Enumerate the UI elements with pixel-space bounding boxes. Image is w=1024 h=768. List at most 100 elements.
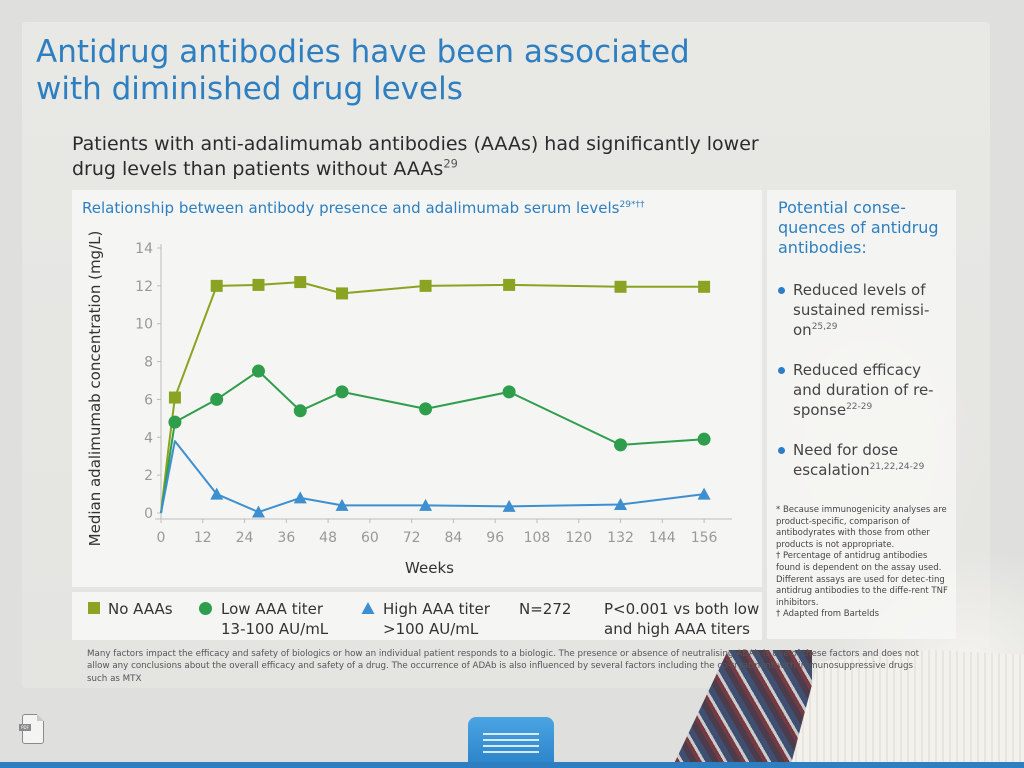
- consequence-text: Reduced efficacy and duration of re-spon…: [793, 361, 934, 419]
- consequences-title: Potential conse-quences of antidrug anti…: [778, 198, 939, 257]
- consequences-panel: Potential conse-quences of antidrug anti…: [767, 190, 956, 639]
- x-tick-label: 12: [194, 530, 212, 546]
- slide-subtitle: Patients with anti-adalimumab antibodies…: [72, 132, 772, 182]
- y-axis-label: Median adalimumab concentration (mg/L): [86, 231, 104, 547]
- x-tick-label: 0: [157, 530, 166, 546]
- data-point-triangle: [335, 498, 349, 511]
- legend-label-high-line1: High AAA titer: [383, 600, 490, 618]
- data-point-square: [336, 287, 349, 300]
- legend-item-high-titer: High AAA titer >100 AU/mL: [361, 599, 490, 639]
- data-point-triangle: [502, 499, 516, 512]
- data-point-circle: [168, 415, 182, 429]
- data-point-circle: [614, 438, 628, 452]
- data-point-triangle: [419, 498, 433, 511]
- data-point-circle: [210, 392, 224, 406]
- legend-label-low-line2: 13-100 AU/mL: [221, 620, 329, 638]
- data-point-circle: [251, 364, 265, 378]
- page-fold: [37, 714, 44, 721]
- data-point-circle: [335, 385, 349, 399]
- background-photo-knit: [790, 650, 1024, 768]
- series-line: [160, 281, 705, 514]
- menu-button[interactable]: [468, 717, 554, 768]
- legend-p-value-line2: and high AAA titers: [604, 620, 750, 638]
- data-point-square: [168, 391, 181, 404]
- consequence-reference: 25,29: [811, 322, 838, 332]
- y-tick-label: 8: [144, 355, 153, 371]
- menu-line: [483, 751, 539, 753]
- x-tick-label: 24: [236, 530, 254, 546]
- data-point-circle: [419, 402, 433, 416]
- footnote: † Adapted from Bartelds: [776, 609, 880, 620]
- x-tick-label: 96: [486, 530, 504, 546]
- triangle-marker-icon: [361, 602, 375, 614]
- chart-title-reference: 29*††: [619, 200, 645, 210]
- menu-line: [483, 739, 539, 741]
- pdf-tag: PDF: [19, 724, 31, 731]
- chart-title-text: Relationship between antibody presence a…: [82, 199, 620, 217]
- data-point-triangle: [251, 505, 265, 518]
- menu-line: [483, 745, 539, 747]
- x-tick-label: 120: [565, 530, 592, 546]
- data-point-triangle: [697, 487, 711, 500]
- disclaimer-text: Many factors impact the efficacy and saf…: [87, 649, 920, 684]
- footnotes: * Because immunogenicity analyses are pr…: [776, 505, 948, 621]
- x-tick-label: 132: [607, 530, 634, 546]
- consequence-reference: 22-29: [846, 402, 873, 412]
- legend-p-value: P<0.001 vs both low and high AAA titers: [604, 599, 759, 639]
- subtitle-reference: 29: [443, 156, 458, 171]
- data-point-triangle: [614, 497, 628, 510]
- chart-panel: Relationship between antibody presence a…: [72, 190, 762, 587]
- consequence-reference: 21,22,24-29: [869, 462, 925, 472]
- data-point-square: [419, 279, 432, 292]
- bullet-icon: [778, 287, 785, 294]
- x-tick-label: 36: [277, 530, 295, 546]
- data-point-triangle: [210, 487, 224, 500]
- legend-p-value-line1: P<0.001 vs both low: [604, 600, 760, 618]
- legend-item-no-aaas: No AAAs: [88, 599, 173, 619]
- legend-item-low-titer: Low AAA titer 13-100 AU/mL: [199, 599, 328, 639]
- consequence-text: Need for dose escalation: [793, 441, 899, 479]
- menu-line: [483, 733, 539, 735]
- data-point-circle: [502, 385, 516, 399]
- consequence-text: Reduced levels of sustained remissi-on: [793, 281, 930, 339]
- data-point-square: [294, 276, 307, 289]
- legend-label-low-line1: Low AAA titer: [221, 600, 324, 618]
- legend-sample-size: N=272: [519, 600, 572, 618]
- x-tick-label: 156: [691, 530, 718, 546]
- chart-legend: No AAAs Low AAA titer 13-100 AU/mL High …: [72, 592, 762, 640]
- data-point-square: [503, 278, 516, 291]
- pdf-document-icon[interactable]: PDF: [19, 714, 44, 744]
- x-tick-label: 60: [361, 530, 379, 546]
- series-line: [160, 370, 705, 514]
- data-point-circle: [697, 432, 711, 446]
- data-point-square: [210, 279, 223, 292]
- consequence-item: Need for dose escalation21,22,24-29: [778, 440, 948, 480]
- x-tick-label: 84: [445, 530, 463, 546]
- bullet-icon: [778, 367, 785, 374]
- y-tick-label: 2: [144, 468, 153, 484]
- consequence-item: Reduced levels of sustained remissi-on25…: [778, 280, 948, 340]
- legend-label-no-aaas: No AAAs: [108, 600, 173, 618]
- data-point-square: [252, 278, 265, 291]
- data-point-square: [698, 280, 711, 293]
- y-tick-label: 10: [135, 317, 153, 333]
- legend-label-high-line2: >100 AU/mL: [383, 620, 479, 638]
- data-point-square: [614, 280, 627, 293]
- bullet-icon: [778, 447, 785, 454]
- bottom-bar: [0, 762, 1024, 768]
- y-tick-label: 6: [144, 392, 153, 408]
- x-tick-label: 144: [649, 530, 676, 546]
- y-tick-label: 0: [144, 506, 153, 522]
- subtitle-text: Patients with anti-adalimumab antibodies…: [72, 133, 759, 180]
- x-axis-label: Weeks: [405, 559, 454, 577]
- footnote: * Because immunogenicity analyses are pr…: [776, 505, 947, 550]
- slide-title: Antidrug antibodies have been associated…: [36, 34, 690, 107]
- x-tick-label: 108: [524, 530, 551, 546]
- y-tick-label: 4: [144, 430, 153, 446]
- series-line: [160, 440, 705, 514]
- data-point-circle: [293, 404, 307, 418]
- y-tick-label: 14: [135, 241, 153, 257]
- consequence-item: Reduced efficacy and duration of re-spon…: [778, 360, 948, 420]
- square-marker-icon: [88, 602, 100, 614]
